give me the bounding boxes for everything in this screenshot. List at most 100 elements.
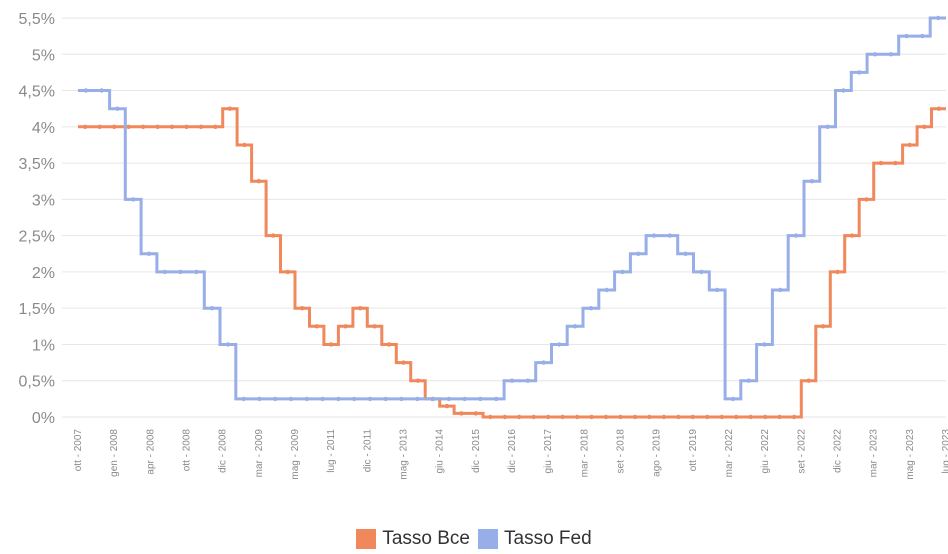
data-point[interactable]: [907, 142, 912, 148]
data-point[interactable]: [531, 414, 536, 420]
data-point[interactable]: [683, 251, 688, 256]
data-point[interactable]: [194, 269, 199, 275]
data-point[interactable]: [762, 342, 767, 347]
data-point[interactable]: [525, 378, 530, 383]
data-point[interactable]: [922, 124, 927, 129]
data-point[interactable]: [162, 269, 167, 275]
data-point[interactable]: [904, 33, 909, 39]
legend-item-bce[interactable]: Tasso Bce: [356, 528, 470, 550]
data-point[interactable]: [444, 403, 450, 409]
data-point[interactable]: [488, 414, 493, 420]
data-point[interactable]: [115, 106, 120, 111]
data-point[interactable]: [778, 287, 783, 293]
data-point[interactable]: [112, 124, 117, 129]
data-point[interactable]: [872, 52, 878, 57]
data-point[interactable]: [604, 287, 609, 293]
data-point[interactable]: [126, 124, 131, 129]
data-point[interactable]: [209, 306, 215, 311]
data-point[interactable]: [383, 396, 388, 402]
data-point[interactable]: [935, 15, 941, 21]
data-point[interactable]: [632, 414, 638, 420]
data-point[interactable]: [849, 233, 855, 238]
data-point[interactable]: [357, 306, 363, 311]
data-point[interactable]: [557, 342, 562, 347]
data-point[interactable]: [242, 142, 247, 148]
data-point[interactable]: [857, 70, 862, 75]
data-point[interactable]: [169, 124, 175, 129]
data-point[interactable]: [478, 396, 483, 402]
data-point[interactable]: [300, 306, 305, 311]
data-point[interactable]: [618, 414, 623, 420]
data-point[interactable]: [367, 396, 373, 402]
data-point[interactable]: [746, 378, 751, 383]
data-point[interactable]: [257, 396, 262, 402]
data-point[interactable]: [920, 33, 925, 39]
data-point[interactable]: [936, 106, 941, 111]
data-point[interactable]: [415, 396, 420, 402]
data-point[interactable]: [777, 414, 782, 420]
data-point[interactable]: [690, 414, 695, 420]
data-point[interactable]: [155, 124, 160, 129]
data-point[interactable]: [131, 197, 136, 202]
data-point[interactable]: [386, 342, 392, 347]
data-point[interactable]: [99, 88, 104, 93]
data-point[interactable]: [893, 160, 898, 166]
data-point[interactable]: [509, 378, 515, 383]
data-point[interactable]: [560, 414, 565, 420]
data-point[interactable]: [320, 396, 325, 402]
data-point[interactable]: [603, 414, 609, 420]
legend-item-fed[interactable]: Tasso Fed: [478, 528, 592, 550]
data-point[interactable]: [97, 124, 102, 129]
data-point[interactable]: [734, 414, 739, 420]
data-point[interactable]: [288, 396, 294, 402]
data-point[interactable]: [83, 88, 89, 93]
data-point[interactable]: [372, 324, 377, 329]
data-point[interactable]: [730, 396, 736, 402]
data-point[interactable]: [285, 269, 290, 275]
data-point[interactable]: [184, 124, 189, 129]
data-point[interactable]: [304, 396, 309, 402]
data-point[interactable]: [415, 378, 421, 383]
data-point[interactable]: [256, 179, 261, 184]
data-point[interactable]: [588, 306, 594, 311]
data-point[interactable]: [399, 396, 404, 402]
data-point[interactable]: [352, 396, 357, 402]
data-point[interactable]: [446, 396, 452, 402]
data-point[interactable]: [83, 124, 88, 129]
data-point[interactable]: [430, 396, 436, 402]
data-point[interactable]: [546, 414, 551, 420]
data-point[interactable]: [620, 269, 625, 275]
data-point[interactable]: [791, 414, 797, 420]
data-point[interactable]: [676, 414, 681, 420]
data-point[interactable]: [864, 197, 869, 202]
data-point[interactable]: [459, 411, 464, 416]
data-point[interactable]: [517, 414, 522, 420]
data-point[interactable]: [227, 106, 233, 111]
data-point[interactable]: [572, 324, 578, 329]
data-point[interactable]: [146, 251, 152, 256]
data-point[interactable]: [636, 251, 641, 256]
data-point[interactable]: [888, 52, 893, 57]
data-point[interactable]: [748, 414, 753, 420]
data-point[interactable]: [271, 233, 276, 238]
data-point[interactable]: [336, 396, 341, 402]
data-point[interactable]: [793, 233, 799, 238]
data-point[interactable]: [651, 233, 657, 238]
data-point[interactable]: [178, 269, 183, 275]
data-point[interactable]: [820, 324, 826, 329]
data-point[interactable]: [841, 88, 846, 93]
data-point[interactable]: [343, 324, 348, 329]
data-point[interactable]: [715, 287, 720, 293]
data-point[interactable]: [806, 378, 811, 383]
data-point[interactable]: [835, 269, 840, 275]
data-point[interactable]: [763, 414, 768, 420]
data-point[interactable]: [699, 269, 704, 275]
data-point[interactable]: [705, 414, 710, 420]
data-point[interactable]: [473, 411, 478, 416]
data-point[interactable]: [462, 396, 467, 402]
data-point[interactable]: [140, 124, 146, 129]
data-point[interactable]: [574, 414, 580, 420]
data-point[interactable]: [825, 124, 830, 129]
data-point[interactable]: [719, 414, 724, 420]
data-point[interactable]: [647, 414, 652, 420]
